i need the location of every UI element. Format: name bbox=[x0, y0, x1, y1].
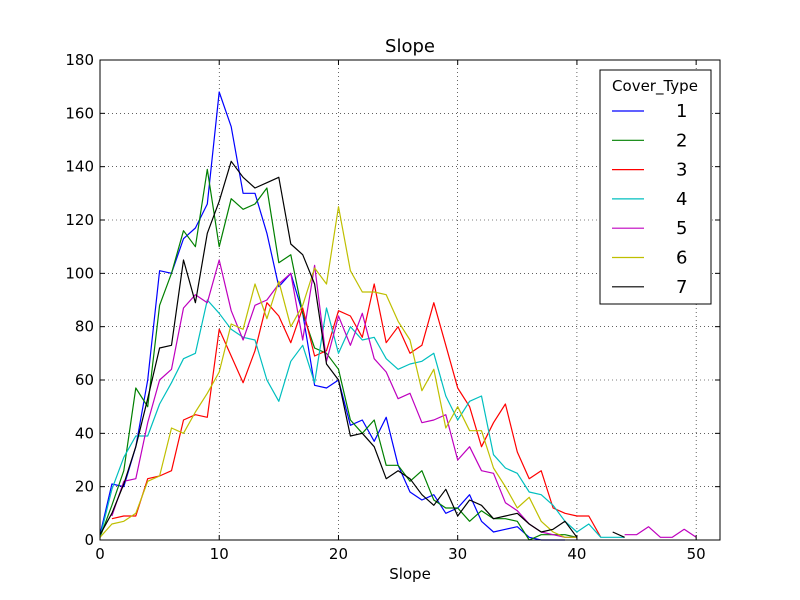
legend-label-6: 6 bbox=[676, 248, 687, 269]
legend-title: Cover_Type bbox=[612, 77, 698, 96]
legend: Cover_Type 1 2 3 4 5 6 7 bbox=[599, 69, 712, 305]
y-tick-label: 180 bbox=[65, 51, 94, 69]
series-line-7 bbox=[99, 160, 578, 538]
series-line-5 bbox=[111, 259, 577, 538]
x-tick-label: 40 bbox=[567, 545, 586, 563]
series-line-2 bbox=[99, 168, 578, 541]
series-line-4 bbox=[99, 299, 625, 538]
legend-box bbox=[599, 69, 712, 305]
legend-label-3: 3 bbox=[676, 160, 687, 181]
y-tick-label: 20 bbox=[75, 478, 94, 496]
y-tick-label: 80 bbox=[75, 318, 94, 336]
legend-label-2: 2 bbox=[676, 130, 687, 151]
x-tick-label: 30 bbox=[448, 545, 467, 563]
series-line-5 bbox=[624, 526, 697, 538]
chart-title: Slope bbox=[385, 36, 435, 57]
series-lines bbox=[99, 91, 697, 541]
series-line-1 bbox=[99, 91, 565, 541]
series-line-6 bbox=[99, 206, 577, 538]
y-tick-label: 140 bbox=[65, 158, 94, 176]
legend-items: 1 2 3 4 5 6 7 bbox=[612, 101, 687, 298]
axis-ticks: 0 10 20 30 40 50 0 20 40 60 80 100 120 140 160 180 bbox=[65, 51, 720, 563]
x-tick-label: 10 bbox=[210, 545, 229, 563]
x-tick-label: 0 bbox=[95, 545, 105, 563]
y-tick-label: 100 bbox=[65, 264, 94, 282]
series-line-7 bbox=[612, 531, 625, 538]
legend-label-5: 5 bbox=[676, 218, 687, 239]
legend-label-4: 4 bbox=[676, 189, 687, 210]
x-axis-label: Slope bbox=[389, 565, 431, 583]
x-tick-label: 50 bbox=[687, 545, 706, 563]
legend-label-1: 1 bbox=[676, 101, 687, 122]
y-tick-label: 120 bbox=[65, 211, 94, 229]
plot-frame bbox=[99, 59, 721, 541]
y-tick-label: 160 bbox=[65, 104, 94, 122]
y-tick-label: 60 bbox=[75, 371, 94, 389]
y-tick-label: 0 bbox=[84, 531, 94, 549]
x-tick-label: 20 bbox=[329, 545, 348, 563]
legend-label-7: 7 bbox=[676, 277, 687, 298]
y-tick-label: 40 bbox=[75, 424, 94, 442]
